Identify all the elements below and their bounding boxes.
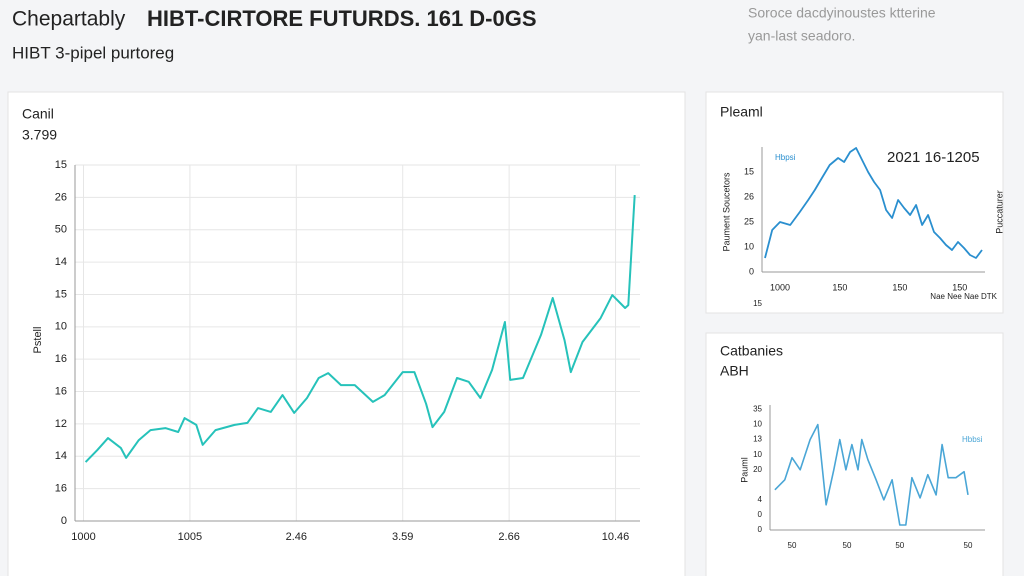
caption: Nae Nee Nae DTK (930, 292, 997, 301)
x-tick-label: 1000 (71, 531, 95, 543)
x-tick-label: 3.59 (392, 531, 413, 543)
x-tick-label: 1000 (770, 282, 790, 292)
y-tick-label: 26 (744, 191, 754, 201)
data-line (84, 195, 636, 463)
data-line (764, 147, 983, 259)
x-tick-label: 150 (892, 282, 907, 292)
card-subtitle: ABH (720, 363, 749, 379)
y-tick-label: 15 (753, 299, 762, 308)
x-tick-label: 2.46 (286, 531, 307, 543)
y-tick-label: 16 (55, 483, 67, 495)
y-tick-label: 10 (55, 321, 67, 333)
x-tick-label: 150 (832, 282, 847, 292)
y-tick-label: 20 (753, 465, 762, 474)
annotation: 2021 16-1205 (887, 149, 980, 166)
note-line: yan-last seadoro. (748, 28, 855, 44)
y-axis-label: Pstell (32, 327, 44, 354)
y-tick-label: 13 (753, 435, 762, 444)
y-tick-label: 15 (55, 159, 67, 171)
y-tick-label: 16 (55, 353, 67, 365)
y-tick-label: 16 (55, 385, 67, 397)
y-tick-label: 25 (744, 216, 754, 226)
data-line (774, 423, 969, 526)
y-tick-label: 0 (758, 510, 763, 519)
page-title-prefix: Chepartably (12, 8, 126, 31)
side-card (705, 91, 1004, 314)
y2-axis-label: Puccaturer (994, 190, 1004, 234)
x-tick-label: 50 (843, 541, 852, 550)
y-tick-label: 14 (55, 256, 67, 268)
y-tick-label: 10 (744, 241, 754, 251)
y-tick-label: 0 (61, 515, 67, 527)
x-tick-label: 2.66 (498, 531, 519, 543)
y-tick-label: 0 (749, 266, 754, 276)
y-tick-label: 12 (55, 418, 67, 430)
legend-label: Hbbsi (962, 435, 983, 444)
card-title: Canil (22, 106, 54, 122)
x-tick-label: 50 (895, 541, 904, 550)
note-line: Soroce dacdyinoustes ktterine (748, 5, 936, 21)
y-tick-label: 4 (758, 495, 763, 504)
y-axis-label: Paument Soucetors (721, 172, 731, 252)
y-tick-label: 15 (744, 166, 754, 176)
x-tick-label: 10.46 (602, 531, 630, 543)
y-tick-label: 0 (758, 525, 763, 534)
x-tick-label: 150 (952, 282, 967, 292)
card-value: 3.799 (22, 127, 57, 143)
y-tick-label: 10 (753, 420, 762, 429)
y-tick-label: 35 (753, 405, 762, 414)
x-tick-label: 50 (788, 541, 797, 550)
y-tick-label: 15 (55, 288, 67, 300)
legend-label: Hbpsi (775, 153, 796, 162)
y-axis-label: Pauml (739, 457, 749, 483)
card-title: Catbanies (720, 343, 783, 359)
y-tick-label: 14 (55, 450, 67, 462)
main-card (7, 91, 686, 576)
page-title: HIBT-CIRTORE FUTURDS. 161 D-0GS (147, 6, 537, 31)
x-tick-label: 1005 (178, 531, 202, 543)
card-title: Pleaml (720, 104, 763, 120)
page-subtitle: HIBT 3-pipel purtoreg (12, 43, 174, 62)
y-tick-label: 26 (55, 191, 67, 203)
y-tick-label: 50 (55, 224, 67, 236)
x-tick-label: 50 (964, 541, 973, 550)
y-tick-label: 10 (753, 450, 762, 459)
